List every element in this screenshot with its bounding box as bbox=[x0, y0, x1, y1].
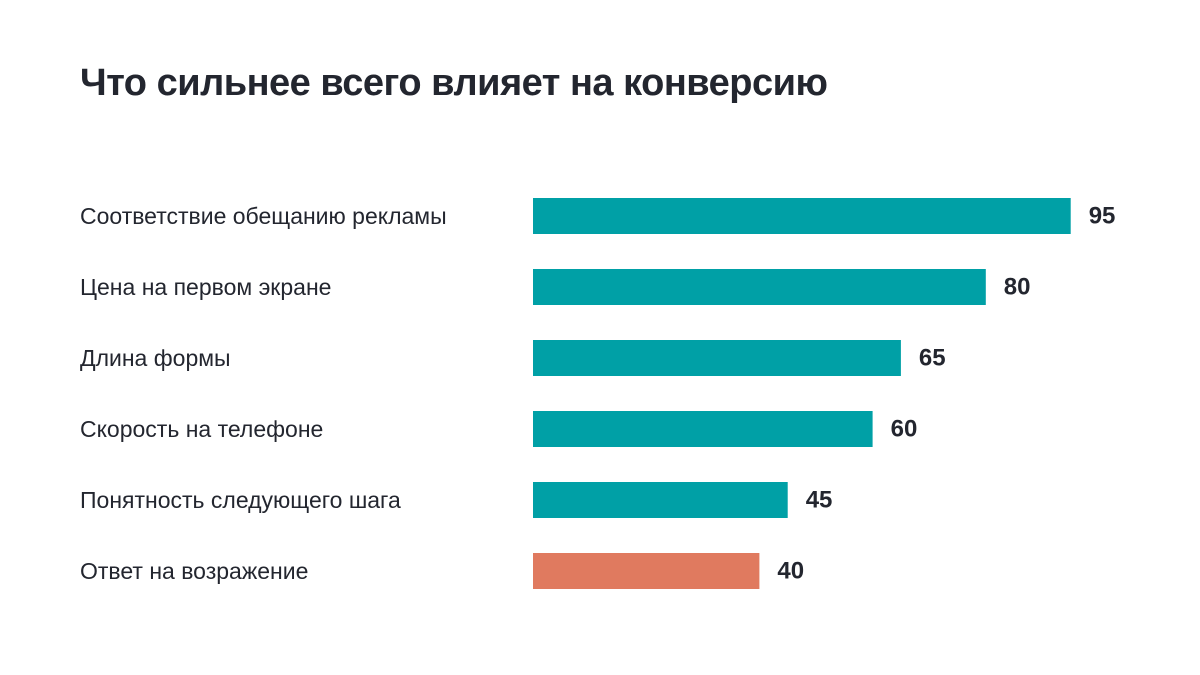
category-label: Понятность следующего шага bbox=[80, 487, 401, 513]
bar bbox=[533, 269, 986, 305]
value-label: 65 bbox=[919, 345, 946, 372]
category-label: Длина формы bbox=[80, 345, 231, 371]
category-label: Скорость на телефоне bbox=[80, 416, 323, 442]
value-labels: 95 80 65 60 45 40 bbox=[777, 203, 1115, 585]
bars bbox=[533, 198, 1071, 589]
value-label: 45 bbox=[806, 487, 833, 514]
value-label: 80 bbox=[1004, 274, 1031, 301]
chart-title: Что сильнее всего влияет на конверсию bbox=[80, 62, 828, 104]
category-label: Ответ на возражение bbox=[80, 558, 308, 584]
bar bbox=[533, 482, 788, 518]
bar-highlighted bbox=[533, 553, 760, 589]
value-label: 95 bbox=[1089, 203, 1116, 230]
category-label: Соответствие обещанию рекламы bbox=[80, 203, 447, 229]
category-labels: Соответствие обещанию рекламы Цена на пер… bbox=[80, 203, 447, 584]
bar bbox=[533, 411, 873, 447]
bar bbox=[533, 198, 1071, 234]
bar bbox=[533, 340, 901, 376]
value-label: 40 bbox=[777, 558, 804, 585]
value-label: 60 bbox=[891, 416, 918, 443]
category-label: Цена на первом экране bbox=[80, 274, 331, 300]
